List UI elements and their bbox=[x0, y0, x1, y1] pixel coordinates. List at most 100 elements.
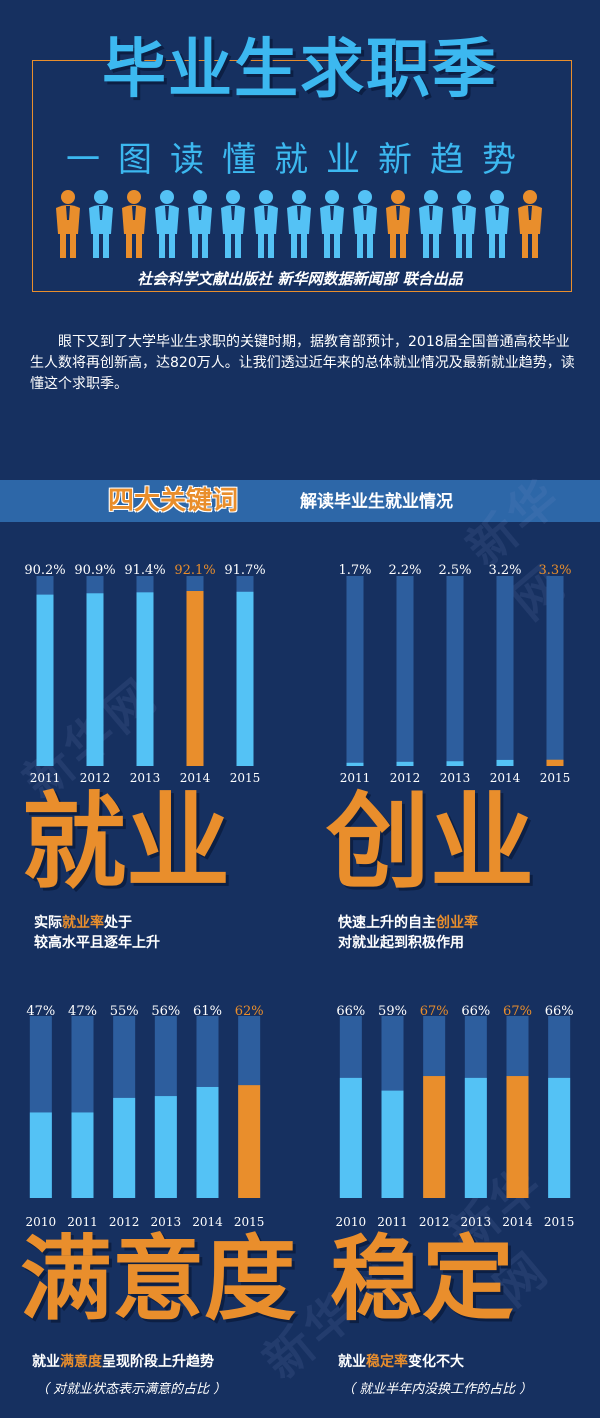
x-tick-label: 2013 bbox=[130, 771, 161, 785]
x-tick-label: 2012 bbox=[80, 771, 111, 785]
caption-satisfaction: 就业满意度呈现阶段上升趋势 bbox=[32, 1354, 214, 1370]
x-tick-label: 2014 bbox=[502, 1215, 533, 1229]
graduate-figure-icon bbox=[155, 190, 179, 258]
bar bbox=[86, 593, 104, 766]
keyword-entrepreneurship: 创业 bbox=[326, 781, 535, 903]
bar bbox=[36, 594, 54, 766]
x-tick-label: 2015 bbox=[540, 771, 571, 785]
bar-track bbox=[496, 576, 514, 766]
graduate-figure-icon bbox=[353, 190, 377, 258]
graduate-figure-icon bbox=[320, 190, 344, 258]
graduate-figure-icon bbox=[188, 190, 212, 258]
data-label: 47% bbox=[26, 1004, 55, 1019]
x-tick-label: 2013 bbox=[151, 1215, 182, 1229]
x-tick-label: 2015 bbox=[230, 771, 261, 785]
x-tick-label: 2014 bbox=[180, 771, 211, 785]
data-label: 90.2% bbox=[24, 563, 65, 578]
x-tick-label: 2011 bbox=[377, 1215, 408, 1229]
keywords-banner bbox=[0, 480, 600, 522]
bar-track bbox=[396, 576, 414, 766]
graduate-figure-icon bbox=[89, 190, 113, 258]
note-stability: （ 就业半年内没换工作的占比 ） bbox=[342, 1382, 533, 1397]
x-tick-label: 2010 bbox=[336, 1215, 367, 1229]
data-label: 62% bbox=[235, 1004, 264, 1019]
graduates-illustration bbox=[56, 190, 542, 258]
data-label: 3.2% bbox=[488, 563, 521, 578]
bar bbox=[71, 1112, 94, 1198]
bar bbox=[464, 1077, 487, 1198]
x-tick-label: 2012 bbox=[109, 1215, 140, 1229]
bar bbox=[196, 1086, 219, 1198]
data-label: 61% bbox=[193, 1004, 222, 1019]
banner-subtitle: 解读毕业生就业情况 bbox=[300, 492, 453, 512]
bar bbox=[548, 1077, 571, 1198]
x-tick-label: 2011 bbox=[340, 771, 371, 785]
data-label: 1.7% bbox=[338, 563, 371, 578]
data-label: 56% bbox=[151, 1004, 180, 1019]
bar bbox=[346, 762, 364, 766]
bar bbox=[29, 1112, 52, 1198]
graduate-figure-icon bbox=[419, 190, 443, 258]
x-tick-label: 2013 bbox=[440, 771, 471, 785]
graduate-figure-icon bbox=[452, 190, 476, 258]
data-label: 66% bbox=[545, 1004, 574, 1019]
caption-entrepreneurship: 快速上升的自主创业率 对就业起到积极作用 bbox=[338, 915, 478, 951]
bar-chart-4: 66% 2010 59% 2011 67% 2012 66% 2013 67% 2014 66% 20… bbox=[336, 1004, 575, 1229]
x-tick-label: 2015 bbox=[234, 1215, 265, 1229]
bar bbox=[506, 1076, 529, 1198]
bar bbox=[113, 1097, 136, 1198]
page-title: 毕业生求职季 bbox=[102, 33, 498, 107]
graduate-figure-icon bbox=[386, 190, 410, 258]
bar bbox=[396, 761, 414, 766]
bar bbox=[236, 591, 254, 766]
graduate-figure-icon bbox=[56, 190, 80, 258]
bar-chart-2: 1.7% 2011 2.2% 2012 2.5% 2013 3.2% 2014 3.3% 2015 bbox=[338, 563, 571, 785]
x-tick-label: 2015 bbox=[544, 1215, 575, 1229]
bar-chart-1: 90.2% 2011 90.9% 2012 91.4% 2013 92.1% 2014 91.7… bbox=[24, 563, 265, 785]
x-tick-label: 2012 bbox=[390, 771, 421, 785]
x-tick-label: 2010 bbox=[26, 1215, 57, 1229]
data-label: 2.5% bbox=[438, 563, 471, 578]
data-label: 67% bbox=[420, 1004, 449, 1019]
bar bbox=[339, 1077, 362, 1198]
x-tick-label: 2011 bbox=[30, 771, 61, 785]
data-label: 2.2% bbox=[388, 563, 421, 578]
graduate-figure-icon bbox=[254, 190, 278, 258]
graduate-figure-icon bbox=[518, 190, 542, 258]
x-tick-label: 2011 bbox=[67, 1215, 98, 1229]
bar bbox=[381, 1090, 404, 1198]
caption-employment: 实际就业率处于 较高水平且逐年上升 bbox=[34, 915, 160, 951]
keyword-satisfaction: 满意度 bbox=[20, 1226, 297, 1333]
bar-chart-3: 47% 2010 47% 2011 55% 2012 56% 2013 61% 2014 62% 20… bbox=[26, 1004, 265, 1229]
data-label: 55% bbox=[110, 1004, 139, 1019]
x-tick-label: 2013 bbox=[461, 1215, 492, 1229]
bar-track bbox=[546, 576, 564, 766]
data-label: 67% bbox=[503, 1004, 532, 1019]
bar-track bbox=[446, 576, 464, 766]
data-label: 91.4% bbox=[124, 563, 165, 578]
graduate-figure-icon bbox=[221, 190, 245, 258]
bar bbox=[496, 759, 514, 766]
bar bbox=[154, 1096, 177, 1198]
data-label: 47% bbox=[68, 1004, 97, 1019]
data-label: 66% bbox=[461, 1004, 490, 1019]
title-frame bbox=[32, 60, 572, 292]
caption-stability: 就业稳定率变化不大 bbox=[338, 1354, 464, 1370]
publisher-credit: 社会科学文献出版社 新华网数据新闻部 联合出品 bbox=[137, 270, 463, 288]
page-subtitle: 一图读懂就业新趋势 bbox=[66, 140, 534, 180]
keyword-employment: 就业 bbox=[22, 781, 231, 903]
x-tick-label: 2012 bbox=[419, 1215, 450, 1229]
x-tick-label: 2014 bbox=[490, 771, 521, 785]
graduate-figure-icon bbox=[485, 190, 509, 258]
bar bbox=[186, 591, 204, 766]
data-label: 90.9% bbox=[74, 563, 115, 578]
bar-track bbox=[346, 576, 364, 766]
graduate-figure-icon bbox=[122, 190, 146, 258]
data-label: 92.1% bbox=[174, 563, 215, 578]
bar bbox=[423, 1076, 446, 1198]
bar bbox=[136, 592, 154, 766]
keyword-stability: 稳定 bbox=[330, 1226, 515, 1333]
data-label: 91.7% bbox=[224, 563, 265, 578]
bar bbox=[546, 759, 564, 766]
